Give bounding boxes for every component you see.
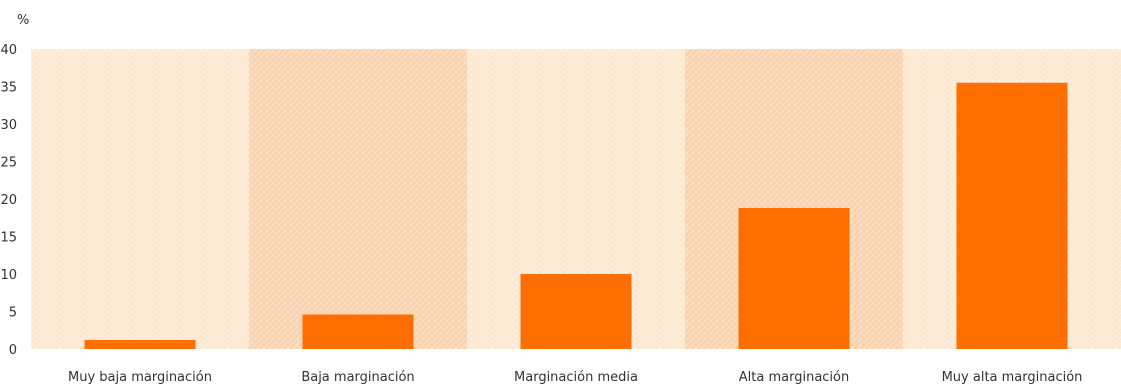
bar — [520, 274, 632, 349]
x-category-label: Muy baja marginación — [68, 370, 212, 384]
bar — [956, 82, 1068, 349]
y-axis-unit-label: % — [17, 13, 29, 28]
y-tick-label: 10 — [0, 268, 17, 283]
y-tick-label: 20 — [0, 193, 17, 208]
y-tick-label: 5 — [9, 306, 17, 321]
bar — [84, 340, 196, 349]
y-tick-label: 30 — [0, 118, 17, 133]
x-category-label: Marginación media — [514, 370, 638, 384]
bar — [738, 208, 850, 349]
y-tick-label: 40 — [0, 43, 17, 58]
x-category-label: Muy alta marginación — [942, 370, 1083, 384]
x-axis: Muy baja marginación Baja marginación Marg… — [68, 370, 1082, 384]
y-tick-label: 35 — [0, 81, 17, 96]
x-category-label: Baja marginación — [301, 370, 414, 384]
y-tick-label: 25 — [0, 156, 17, 171]
y-tick-label: 0 — [9, 343, 17, 358]
y-axis: % 0 5 10 15 20 25 30 35 40 — [0, 13, 29, 358]
x-category-label: Alta marginación — [739, 370, 849, 384]
y-tick-label: 15 — [0, 231, 17, 246]
bar — [302, 314, 414, 349]
bars — [84, 82, 1068, 349]
